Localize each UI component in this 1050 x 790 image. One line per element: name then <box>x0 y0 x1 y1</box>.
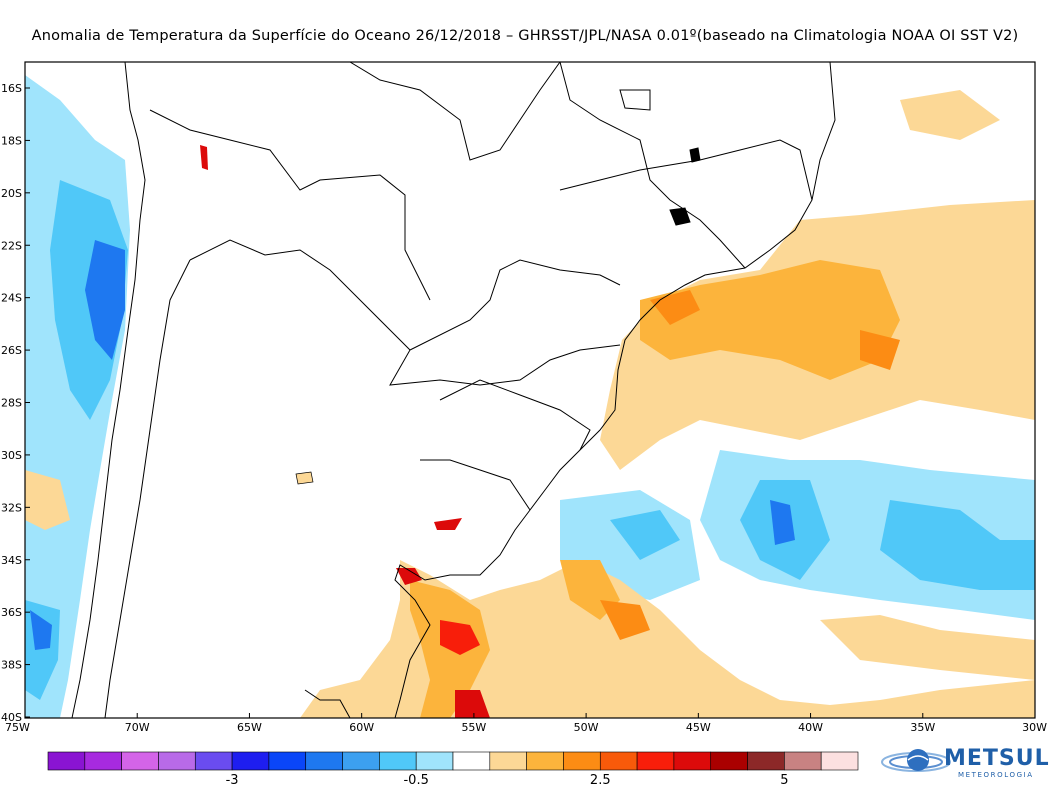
colorbar-swatch <box>158 751 196 771</box>
colorbar-swatch <box>784 751 822 771</box>
colorbar-swatch <box>342 751 380 771</box>
lon-tick-label: 60W <box>349 721 374 734</box>
lon-tick-label: 55W <box>461 721 486 734</box>
lon-tick-label: 75W <box>5 721 30 734</box>
lat-tick-label: 28S <box>1 397 22 410</box>
coastlines-and-borders <box>71 62 836 718</box>
colorbar-swatch <box>710 751 748 771</box>
lon-tick-label: 40W <box>798 721 823 734</box>
lat-tick-label: 32S <box>1 501 22 514</box>
colorbar <box>47 751 859 771</box>
anomaly-fields <box>25 62 1035 718</box>
lat-tick-label: 30S <box>1 449 22 462</box>
colorbar-swatch <box>563 751 601 771</box>
lat-tick-label: 38S <box>1 659 22 672</box>
colorbar-swatch <box>526 751 564 771</box>
la-plata-warm-region <box>300 560 1035 718</box>
lon-tick-label: 65W <box>237 721 262 734</box>
colorbar-swatch <box>489 751 527 771</box>
colorbar-tick-label: 5 <box>780 773 788 788</box>
lon-tick-label: 45W <box>686 721 711 734</box>
colorbar-swatch <box>194 751 233 771</box>
colorbar-tick-label: 2.5 <box>590 773 611 788</box>
lat-tick-label: 36S <box>1 606 22 619</box>
colorbar-labels: -3 -0.5 2.5 5 <box>226 773 789 788</box>
colorbar-swatch <box>747 751 785 771</box>
lon-tick-label: 35W <box>910 721 935 734</box>
colorbar-swatch <box>599 751 638 771</box>
lon-tick-label: 70W <box>125 721 150 734</box>
logo-name: METSUL <box>944 746 1050 771</box>
lat-tick-label: 18S <box>1 134 22 147</box>
pacific-coastline <box>71 62 146 718</box>
lat-tick-label: 20S <box>1 187 22 200</box>
titicaca-lake <box>200 145 208 170</box>
lon-tick-label: 50W <box>574 721 599 734</box>
lat-tick-label: 24S <box>1 292 22 305</box>
latitude-axis: 16S 18S 20S 22S 24S 26S 28S 30S 32S 34S 36S 38S 40S <box>1 82 30 724</box>
lon-tick-label: 30W <box>1022 721 1047 734</box>
lat-tick-label: 40S <box>1 711 22 724</box>
colorbar-tick-label: -0.5 <box>403 773 428 788</box>
logo-subtitle: METEOROLOGIA <box>958 771 1034 779</box>
metsul-logo-icon <box>881 749 951 772</box>
lat-tick-label: 16S <box>1 82 22 95</box>
longitude-axis: 75W 70W 65W 60W 55W 50W 45W 40W 35W 30W <box>5 713 1047 734</box>
lat-tick-label: 22S <box>1 239 22 252</box>
colorbar-swatch <box>84 751 122 771</box>
colorbar-swatch <box>820 751 859 771</box>
colorbar-swatch <box>121 751 159 771</box>
colorbar-swatch <box>47 751 86 771</box>
colorbar-tick-label: -3 <box>226 773 239 788</box>
colorbar-swatch <box>673 751 712 771</box>
map-frame <box>24 61 1036 719</box>
colorbar-swatch <box>305 751 343 771</box>
colorbar-swatch <box>268 751 307 771</box>
colorbar-swatch <box>415 751 454 771</box>
colorbar-swatch <box>452 751 491 771</box>
colorbar-swatch <box>636 751 675 771</box>
lat-tick-label: 26S <box>1 344 22 357</box>
lat-tick-label: 34S <box>1 554 22 567</box>
colorbar-swatch <box>379 751 417 771</box>
map-title: Anomalia de Temperatura da Superfície do… <box>31 28 1019 44</box>
colorbar-swatch <box>231 751 270 771</box>
